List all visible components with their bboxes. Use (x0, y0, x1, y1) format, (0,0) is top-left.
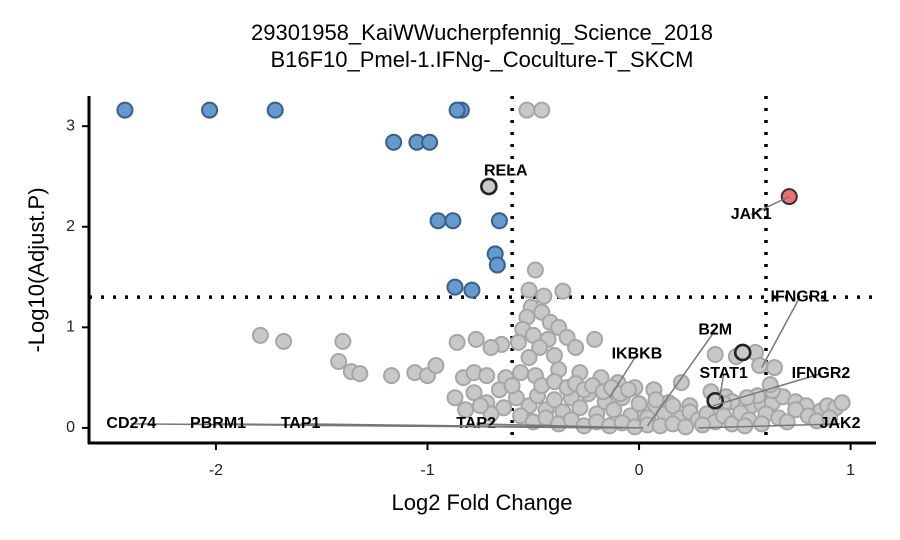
point-neutral (509, 333, 527, 351)
point-neutral (761, 376, 779, 394)
x-tick-label: -2 (209, 462, 223, 479)
point-neutral (383, 367, 401, 385)
point-neutral (334, 332, 352, 350)
point-neutral (753, 415, 771, 433)
point-down (201, 101, 219, 119)
annotation-label: STAT1 (700, 365, 748, 382)
point-neutral (535, 287, 553, 305)
axes (87, 96, 876, 445)
point-neutral (672, 374, 690, 392)
y-axis-ticks: 0 1 2 3 (66, 117, 89, 436)
point-neutral (531, 338, 549, 356)
y-tick-label: 3 (66, 117, 75, 134)
point-down (266, 101, 284, 119)
point-neutral (751, 357, 769, 375)
x-axis-ticks: -2 -1 0 1 (209, 443, 855, 479)
point-down (463, 281, 481, 299)
annotation-leader (300, 423, 640, 429)
y-tick-label: 0 (66, 419, 75, 436)
annotation-label: CD274 (106, 415, 156, 432)
annotation-label: IKBKB (612, 346, 663, 363)
x-tick-label: -1 (420, 462, 434, 479)
annotation-leader (712, 372, 822, 407)
point-neutral (586, 330, 604, 348)
point-neutral (467, 330, 485, 348)
point-down (488, 256, 506, 274)
annotation-label: PBRM1 (190, 415, 246, 432)
annotation-label: B2M (698, 322, 732, 339)
x-tick-label: 1 (846, 462, 855, 479)
annotation-label: RELA (484, 163, 528, 180)
x-axis-title: Log2 Fold Change (391, 490, 572, 515)
annotation-leader (608, 354, 638, 399)
chart-title-line-2: B16F10_Pmel-1.IFNg-_Coculture-T_SKCM (270, 47, 693, 72)
point-neutral (545, 346, 563, 364)
point-down (429, 212, 447, 230)
point-down (421, 133, 439, 151)
point-down (444, 212, 462, 230)
point-neutral (457, 401, 475, 419)
point-neutral (778, 413, 796, 431)
annotation-leader (718, 373, 725, 400)
y-tick-label: 2 (66, 218, 75, 235)
point-neutral (765, 359, 783, 377)
point-neutral (567, 338, 585, 356)
annotation-label: TAP1 (281, 415, 321, 432)
gene-annotations: RELA JAK1 IFNGR1 B2M IKBKB STAT1 IFNGR2 TAP2 JAK… (106, 163, 860, 432)
point-neutral (694, 416, 712, 434)
point-highlight (480, 177, 498, 196)
point-neutral (275, 332, 293, 350)
point-neutral (664, 397, 682, 415)
point-neutral (471, 397, 489, 415)
point-down (448, 101, 466, 119)
chart-title-line-1: 29301958_KaiWWucherpfennig_Science_2018 (251, 20, 713, 45)
annotation-label: JAK2 (820, 415, 861, 432)
point-neutral (351, 365, 369, 383)
point-neutral (571, 399, 589, 417)
point-neutral (518, 101, 536, 119)
point-neutral (330, 353, 348, 371)
point-highlight (733, 343, 752, 362)
point-neutral (619, 381, 637, 399)
point-neutral (503, 377, 521, 395)
annotation-leader (761, 296, 801, 368)
point-neutral (520, 349, 538, 367)
point-neutral (605, 401, 623, 419)
point-down (116, 101, 134, 119)
point-neutral (706, 345, 724, 363)
point-neutral (526, 261, 544, 279)
point-neutral (427, 357, 445, 375)
point-neutral (448, 333, 466, 351)
annotation-leader (646, 329, 716, 427)
annotation-label: JAK1 (731, 206, 772, 223)
point-neutral (630, 395, 648, 413)
point-down (446, 278, 464, 296)
annotation-leader (750, 195, 790, 216)
point-neutral (833, 394, 851, 412)
point-neutral (820, 409, 838, 427)
point-neutral (554, 282, 572, 300)
y-tick-label: 1 (66, 319, 75, 336)
x-tick-label: 0 (635, 462, 644, 479)
data-points (116, 101, 851, 436)
point-neutral (677, 418, 695, 436)
annotation-leader (698, 423, 841, 429)
point-neutral (545, 391, 563, 409)
point-neutral (478, 367, 496, 385)
point-neutral (482, 338, 500, 356)
y-axis-title: -Log10(Adjust.P) (24, 187, 49, 352)
point-neutral (647, 391, 665, 409)
point-down (385, 133, 403, 151)
annotation-label: TAP2 (456, 415, 496, 432)
annotation-label: IFNGR1 (771, 288, 830, 305)
point-neutral (446, 389, 464, 407)
point-neutral (520, 281, 538, 299)
point-neutral (533, 101, 551, 119)
point-down (490, 212, 508, 230)
point-neutral (251, 326, 269, 344)
annotation-label: IFNGR2 (792, 365, 851, 382)
